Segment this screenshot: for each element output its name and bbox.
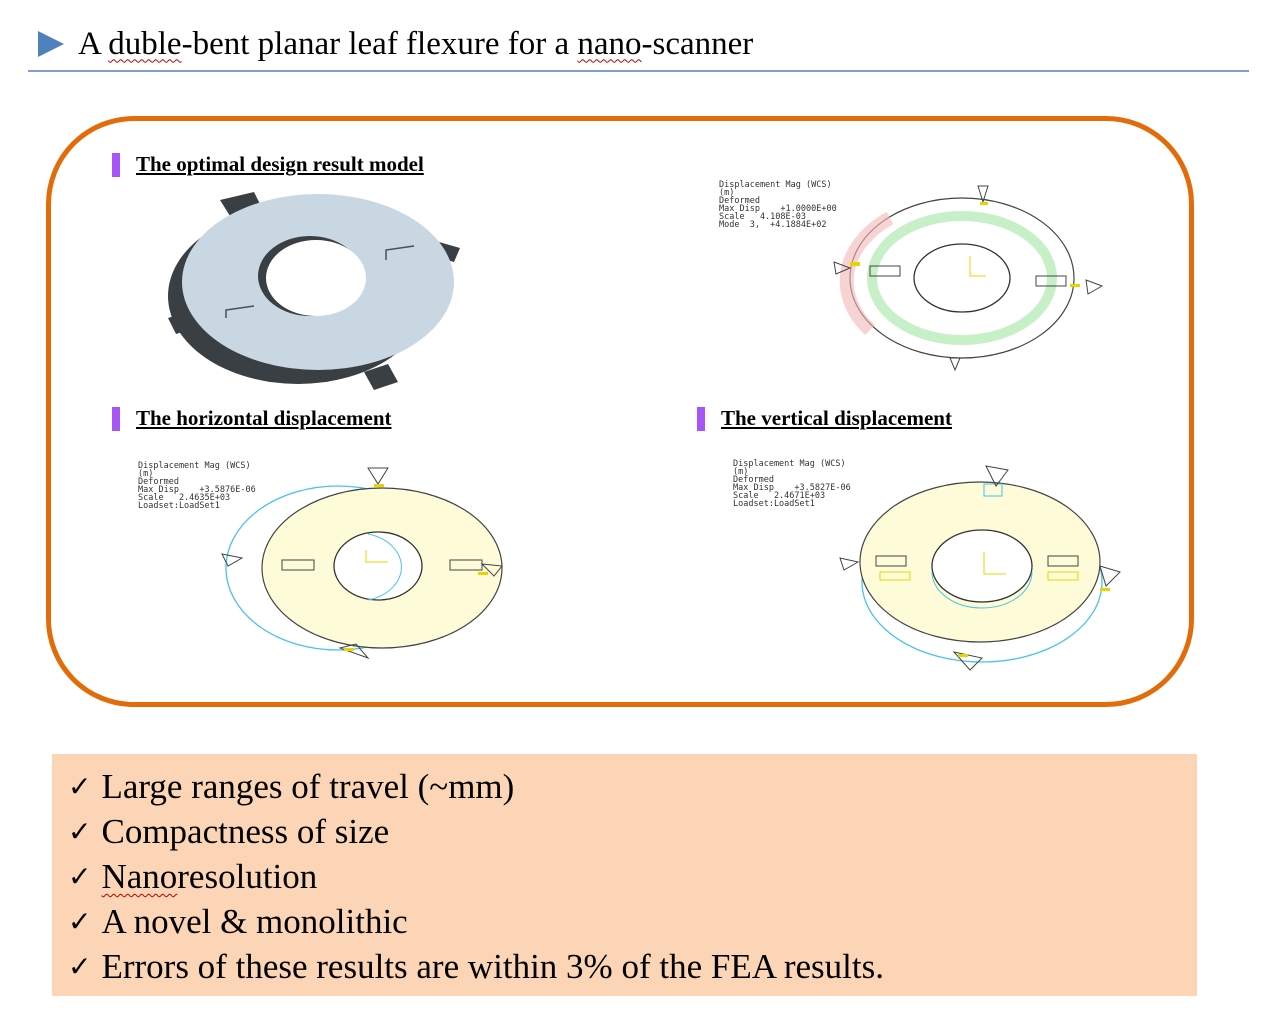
horizontal-label-text: The horizontal displacement [136,406,392,430]
list-item-text: Errors of these results are within 3% of… [101,947,884,986]
list-item: ✓ Large ranges of travel (~mm) [68,764,884,809]
design-label-text: The optimal design result model [136,152,424,176]
fea-legend-line: Mode 3, +4.1884E+02 [719,220,827,230]
label-bar-icon [112,406,120,431]
horizontal-panel-label: The horizontal displacement [112,406,392,431]
title-part-misspelled: nano [577,25,642,62]
label-bar-icon [112,152,120,177]
fea-legend-line: (m) [719,188,735,198]
fea-mode-image [833,185,1104,372]
fea-legend-line: Scale 4.108E-03 [719,212,806,222]
fea-legend-line: (m) [733,467,749,477]
fea-legend-line: Max Disp +3.5827E-06 [733,483,851,493]
play-arrow-icon [38,31,64,57]
title-part: A [78,25,109,62]
fea-legend-line: Displacement Mag (WCS) [719,180,832,190]
fea-legend-line: Scale 2.4635E+03 [138,493,231,503]
list-item: ✓ Nano resolution [68,854,884,899]
slide-title: A duble-bent planar leaf flexure for a n… [78,26,753,63]
title-part: -scanner [641,25,754,62]
fea-legend-line: Deformed [719,196,760,206]
summary-box [52,754,1197,996]
list-item-text-misspelled: Nano [101,857,178,896]
fea-legend-line: Deformed [733,475,774,485]
title-divider [28,70,1249,72]
check-icon: ✓ [68,905,92,938]
fea-legend-line: Deformed [138,477,179,487]
label-bar-icon [697,406,705,431]
summary-list: ✓ Large ranges of travel (~mm) ✓ Compactne… [68,764,884,989]
fea-legend-line: (m) [138,469,154,479]
fea-vertical-image [839,465,1121,671]
fea-legend-line: Loadset:LoadSet1 [733,499,815,509]
fea-legend-line: Max Disp +1.0000E+00 [719,204,837,214]
design-model-image [168,192,460,390]
fea-legend-vertical: Displacement Mag (WCS) (m) Deformed Max Dis… [733,459,851,509]
list-item: ✓ Errors of these results are within 3% o… [68,944,884,989]
fea-legend-line: Displacement Mag (WCS) [138,461,251,471]
vertical-panel-label: The vertical displacement [697,406,952,431]
design-panel-label: The optimal design result model [112,152,424,177]
check-icon: ✓ [68,860,92,893]
check-icon: ✓ [68,815,92,848]
list-item-text: A novel & monolithic [101,902,408,941]
list-item-text: Compactness of size [101,812,390,851]
slide-title-row: A duble-bent planar leaf flexure for a n… [38,22,753,66]
fea-legend-line: Max Disp +3.5876E-06 [138,485,256,495]
check-icon: ✓ [68,950,92,983]
check-icon: ✓ [68,770,92,803]
vertical-label-text: The vertical displacement [721,406,952,430]
title-part-misspelled: duble [108,25,182,62]
list-item-text: Large ranges of travel (~mm) [101,767,515,806]
results-frame [46,116,1194,707]
fea-horizontal-image [221,467,503,660]
title-part: -bent planar leaf flexure for a [181,25,578,62]
fea-legend-top-right: Displacement Mag (WCS) (m) Deformed Max Dis… [719,180,837,230]
list-item: ✓ Compactness of size [68,809,884,854]
fea-legend-line: Loadset:LoadSet1 [138,501,220,511]
fea-legend-line: Displacement Mag (WCS) [733,459,846,469]
fea-legend-horizontal: Displacement Mag (WCS) (m) Deformed Max Dis… [138,461,256,511]
list-item-text: resolution [177,857,318,896]
fea-legend-line: Scale 2.4671E+03 [733,491,826,501]
list-item: ✓ A novel & monolithic [68,899,884,944]
